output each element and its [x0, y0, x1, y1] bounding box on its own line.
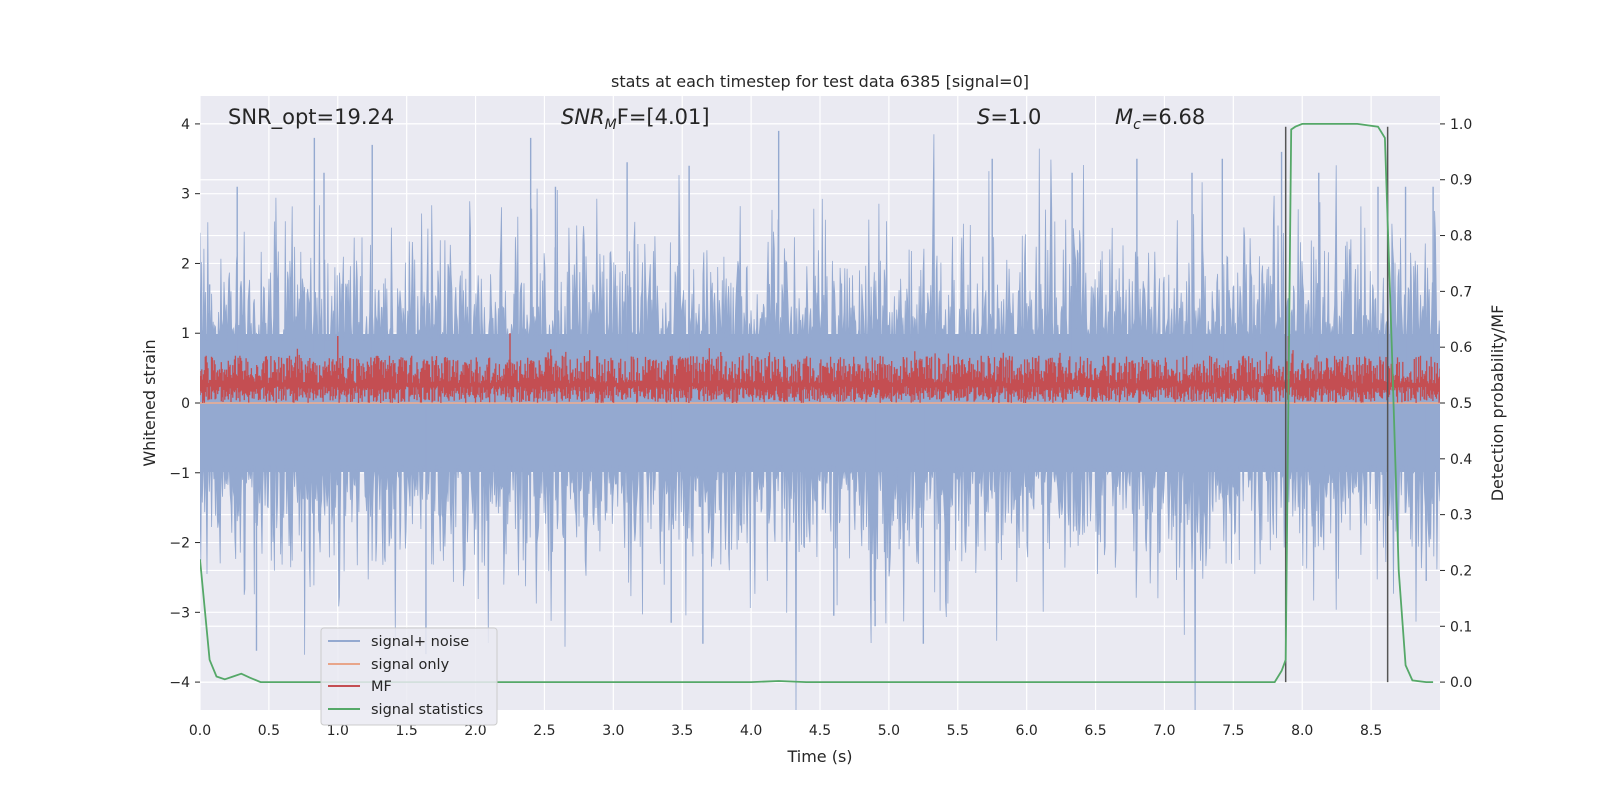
y-tick-label: 3 — [181, 187, 190, 203]
annotation-s: S=1.0 — [977, 105, 1041, 129]
x-tick-label: 7.0 — [1153, 723, 1175, 739]
legend: signal+ noise signal only MF signal stat… — [320, 627, 498, 726]
right-tick-label: 0.4 — [1450, 452, 1472, 468]
x-tick-label: 2.5 — [533, 723, 555, 739]
signal-statistics-series — [200, 123, 1434, 683]
x-tick-label: 6.0 — [1016, 723, 1038, 739]
right-tick-label: 0.8 — [1450, 229, 1472, 245]
x-axis-label: Time (s) — [786, 747, 852, 766]
x-tick-label: 8.0 — [1291, 723, 1313, 739]
y-tick-label: −3 — [169, 605, 190, 621]
chart-title: stats at each timestep for test data 638… — [611, 72, 1029, 91]
right-tick-label: 0.7 — [1450, 284, 1472, 300]
y-tick-label: 2 — [181, 256, 190, 272]
y-axis-label: Whitened strain — [140, 339, 159, 466]
x-tick-label: 1.0 — [327, 723, 349, 739]
right-tick-label: 0.9 — [1450, 173, 1472, 189]
right-tick-label: 0.3 — [1450, 508, 1472, 524]
noise-envelope-lower — [200, 402, 1440, 710]
x-tick-label: 3.0 — [602, 723, 624, 739]
x-tick-label: 0.5 — [258, 723, 280, 739]
x-tick-label: 0.0 — [189, 723, 211, 739]
y-tick-label: −2 — [169, 536, 190, 552]
right-tick-label: 1.0 — [1450, 117, 1472, 133]
right-tick-label: 0.2 — [1450, 563, 1472, 579]
x-tick-label: 8.5 — [1360, 723, 1382, 739]
y-axis-ticks: 4 3 2 1 0 −1 −2 −3 −4 — [169, 117, 200, 691]
right-tick-label: 0.1 — [1450, 619, 1472, 635]
y-tick-label: 4 — [181, 117, 190, 133]
x-axis-ticks: 0.0 0.5 1.0 1.5 2.0 2.5 3.0 3.5 4.0 4.5 5.0 5.5 6.0 6… — [189, 723, 1382, 739]
mf-trace — [200, 348, 1440, 403]
right-tick-label: 0.5 — [1450, 396, 1472, 412]
x-tick-label: 4.0 — [740, 723, 762, 739]
x-tick-label: 1.5 — [396, 723, 418, 739]
legend-label-mf: MF — [371, 679, 392, 695]
y-tick-label: −4 — [169, 675, 190, 691]
right-axis-ticks: 1.0 0.9 0.8 0.7 0.6 0.5 0.4 0.3 0.2 0.1 0.0 — [1440, 117, 1472, 691]
legend-label-signal-only: signal only — [371, 657, 450, 673]
x-tick-label: 5.0 — [878, 723, 900, 739]
annotation-snr-mf: SNRMF=[4.01] — [561, 105, 710, 133]
noise-envelope-upper — [200, 134, 1440, 404]
x-tick-label: 4.5 — [809, 723, 831, 739]
x-tick-label: 2.0 — [464, 723, 486, 739]
legend-box — [320, 627, 498, 726]
x-tick-label: 5.5 — [947, 723, 969, 739]
x-tick-label: 6.5 — [1084, 723, 1106, 739]
x-tick-label: 7.5 — [1222, 723, 1244, 739]
x-tick-label: 3.5 — [671, 723, 693, 739]
y-tick-label: 1 — [181, 326, 190, 342]
right-axis-label: Detection probability/MF — [1488, 305, 1507, 502]
annotation-mc: Mc=6.68 — [1115, 105, 1205, 133]
annotation-snr-opt: SNR_opt=19.24 — [228, 105, 394, 130]
legend-label-signal-statistics: signal statistics — [371, 702, 483, 718]
right-tick-label: 0.6 — [1450, 340, 1472, 356]
y-tick-label: 0 — [181, 396, 190, 412]
legend-label-signal-noise: signal+ noise — [371, 634, 469, 650]
right-tick-label: 0.0 — [1450, 675, 1472, 691]
y-tick-label: −1 — [169, 466, 190, 482]
